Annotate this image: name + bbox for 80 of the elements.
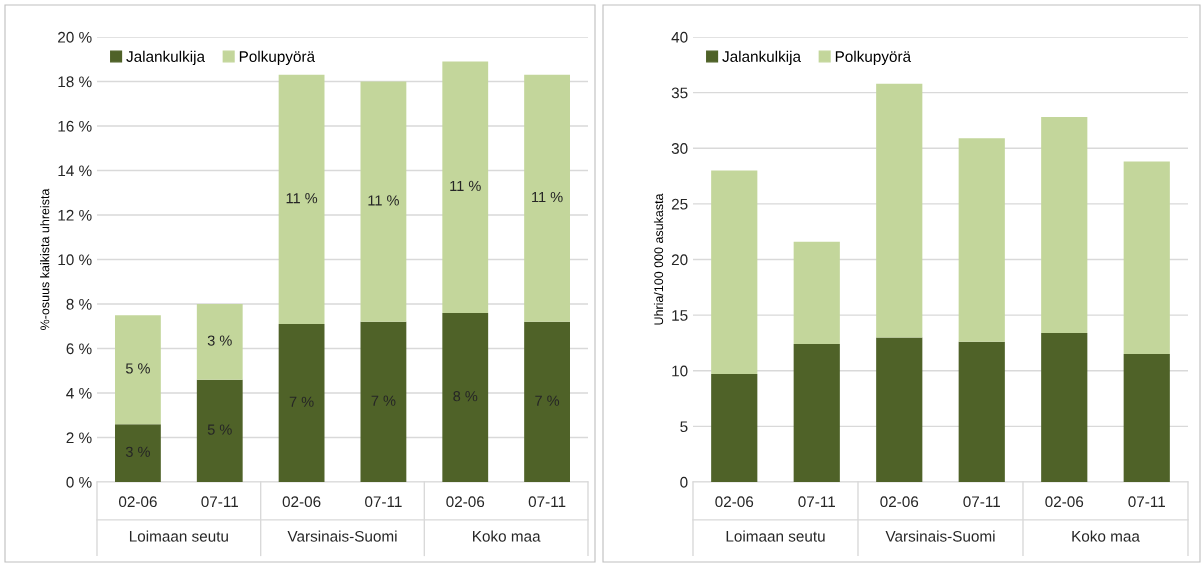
x-tick-label: 07-11 — [963, 496, 1000, 508]
bar — [711, 170, 758, 375]
y-tick-label: 16 % — [58, 120, 92, 132]
data-label: 7 % — [289, 396, 314, 407]
text: Loimaan seutu — [726, 530, 825, 542]
y-tick-label: 2 % — [66, 432, 92, 444]
bar — [711, 374, 758, 482]
legend-label: Polkupyörä — [835, 50, 912, 65]
x-tick-label: 07-11 — [798, 496, 835, 508]
x-tick-label: 07-11 — [365, 496, 402, 508]
y-tick-label: 4 % — [66, 387, 92, 399]
x-tick-label: 02-06 — [880, 496, 919, 508]
x-tick-label: 02-06 — [446, 496, 485, 508]
data-label: 7 % — [371, 395, 396, 406]
bar — [196, 304, 243, 380]
bar — [1041, 332, 1088, 482]
data-label: 5 % — [207, 424, 232, 435]
bar — [793, 241, 840, 345]
y-tick-label: 5 — [680, 421, 688, 433]
bar — [876, 337, 923, 482]
bar — [196, 379, 243, 482]
data-label: 3 % — [125, 446, 150, 457]
text: Varsinais-Suomi — [885, 530, 995, 542]
data-label: 7 % — [535, 395, 560, 406]
y-tick-label: 25 — [671, 198, 688, 210]
data-label: 11 % — [450, 180, 481, 192]
bar — [524, 74, 570, 322]
bar — [442, 61, 489, 313]
y-tick-label: 20 % — [58, 31, 92, 43]
y-tick-label: 30 — [671, 143, 688, 154]
y-axis-title: %-osuus kaikista uhreista — [40, 188, 50, 330]
x-tick-label: 02-06 — [118, 496, 157, 508]
bar — [442, 312, 489, 482]
bar — [958, 341, 1005, 482]
y-tick-label: 10 % — [58, 254, 92, 266]
text: Koko maa — [473, 530, 541, 542]
bar — [1041, 117, 1088, 333]
data-label: 11 % — [532, 191, 563, 203]
bar — [278, 74, 325, 325]
x-tick-label: 02-06 — [715, 496, 754, 508]
text: Loimaan seutu — [129, 530, 228, 542]
y-tick-label: 14 % — [58, 165, 92, 177]
y-tick-label: 20 — [671, 254, 688, 266]
bar — [876, 83, 923, 338]
legend-label: Polkupyörä — [239, 50, 316, 65]
x-tick-label: 02-06 — [282, 496, 321, 508]
y-axis-title: Uhria/100 000 asukasta — [653, 193, 664, 325]
y-tick-label: 15 — [672, 310, 688, 321]
x-tick-label: 07-11 — [201, 496, 238, 508]
legend-label: Jalankulkija — [126, 50, 205, 65]
y-tick-label: 40 — [671, 31, 688, 43]
data-label: 5 % — [125, 363, 150, 374]
x-tick-label: 07-11 — [528, 496, 566, 508]
y-tick-label: 0 % — [66, 476, 92, 488]
y-tick-label: 18 % — [58, 76, 92, 88]
y-tick-label: 12 % — [58, 209, 92, 221]
bar — [115, 424, 161, 482]
bar — [793, 344, 840, 482]
y-tick-label: 0 — [680, 476, 688, 488]
bar — [524, 321, 570, 482]
data-label: 11 % — [368, 195, 399, 206]
y-tick-label: 8 % — [66, 298, 92, 310]
y-tick-label: 10 — [672, 365, 688, 377]
data-label: 3 % — [207, 335, 232, 346]
bar — [115, 315, 161, 425]
bar — [958, 138, 1005, 342]
y-tick-label: 6 % — [66, 343, 92, 355]
text: Koko maa — [1072, 530, 1140, 542]
legend-label: Jalankulkija — [722, 50, 801, 65]
x-tick-label: 07-11 — [1128, 496, 1165, 508]
bar — [1123, 354, 1170, 482]
bar — [278, 324, 325, 482]
data-label: 11 % — [286, 193, 318, 204]
x-tick-label: 02-06 — [1045, 496, 1084, 508]
bar — [360, 81, 407, 322]
y-tick-label: 35 — [671, 87, 688, 99]
text: Varsinais-Suomi — [287, 530, 397, 542]
bar — [360, 321, 407, 482]
bar — [1123, 161, 1170, 355]
data-label: 8 % — [453, 391, 478, 402]
